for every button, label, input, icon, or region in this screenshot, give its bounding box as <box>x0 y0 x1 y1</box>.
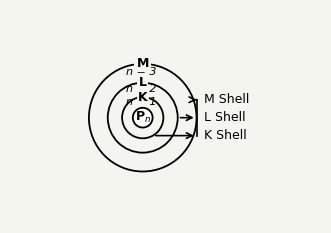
Text: n = 2: n = 2 <box>126 84 156 94</box>
Circle shape <box>133 108 153 127</box>
Text: L Shell: L Shell <box>204 111 245 124</box>
Text: K: K <box>138 91 148 103</box>
Text: M Shell: M Shell <box>204 93 249 106</box>
Text: L: L <box>139 76 147 89</box>
Text: K Shell: K Shell <box>204 129 247 142</box>
Text: M: M <box>137 57 149 70</box>
Text: n = 1: n = 1 <box>126 96 156 106</box>
Text: $\mathbf{P}_n$: $\mathbf{P}_n$ <box>135 110 151 125</box>
Text: n = 3: n = 3 <box>126 67 156 77</box>
